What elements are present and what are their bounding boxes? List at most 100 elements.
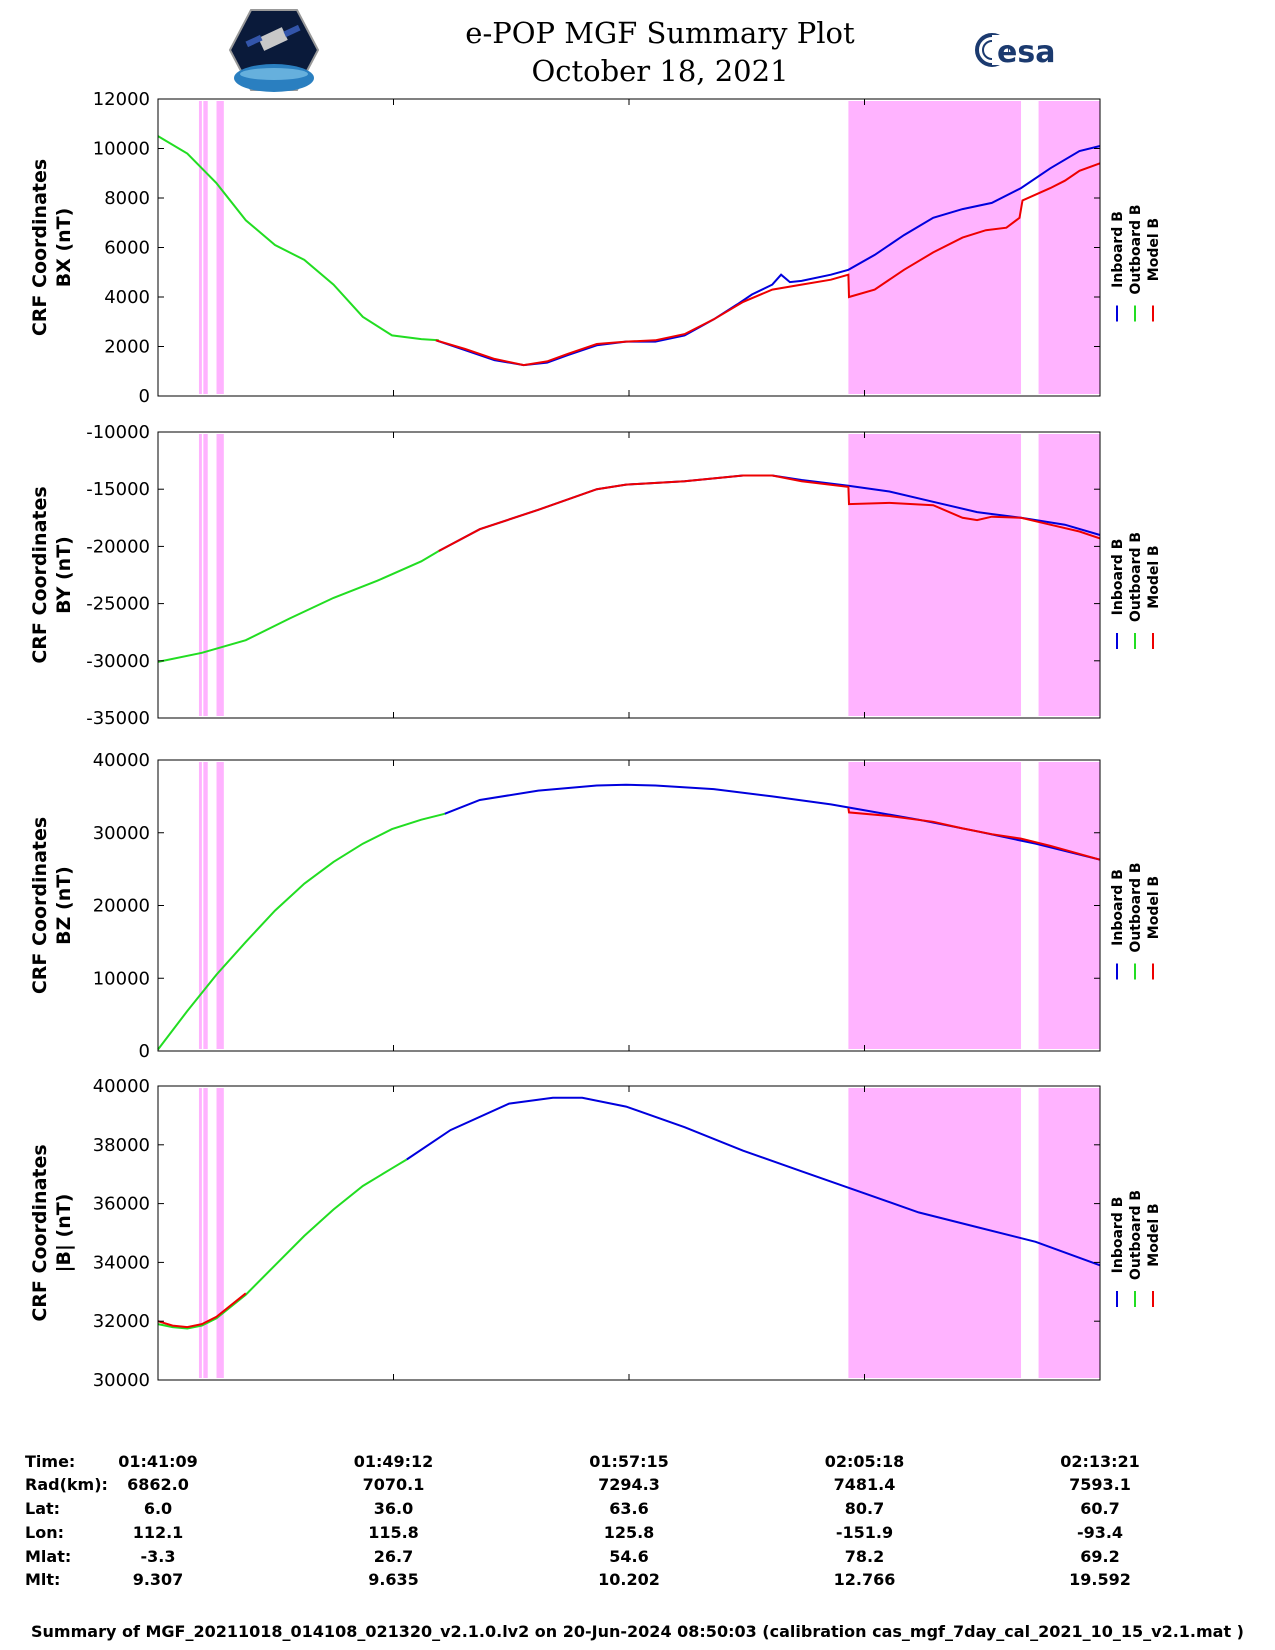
orbit-cell-lon: 125.8 — [603, 1523, 655, 1542]
orbit-row-label: Mlat: — [25, 1547, 72, 1566]
y-tick-label: 30000 — [93, 823, 150, 844]
shaded-interval — [198, 1088, 202, 1378]
y-axis-label: CRF Coordinates BY (nT) — [29, 486, 75, 663]
legend-entry: Outboard B — [1128, 1190, 1144, 1280]
orbit-cell-time: 02:05:18 — [824, 1452, 905, 1471]
orbit-cell-mlat: -3.3 — [140, 1547, 176, 1566]
series-line-model-b — [438, 474, 1101, 552]
orbit-cell-mlat: 78.2 — [844, 1547, 885, 1566]
orbit-cell-lat: 80.7 — [844, 1499, 885, 1518]
legend-entry: Model B — [1146, 1203, 1162, 1266]
y-tick-label: 40000 — [93, 750, 150, 771]
shaded-interval — [198, 101, 202, 394]
y-tick-label: -10000 — [86, 422, 150, 443]
orbit-info-table: Time: Rad(km): Lat: Lon: Mlat: Mlt: 01:41:09 68… — [0, 1452, 1275, 1612]
orbit-cell-lon: 115.8 — [368, 1523, 419, 1542]
panel-3: 0 10000 20000 30000 40000 CRF Coordinates BZ (… — [29, 750, 1162, 1062]
plots-area: 0 2000 4000 6000 8000 10000 12000 CRF Coordinat… — [29, 89, 1162, 1391]
footer-caption: Summary of MGF_20211018_014108_021320_v2… — [31, 1622, 1244, 1641]
y-tick-label: 36000 — [93, 1194, 150, 1215]
orbit-cell-lon: -151.9 — [835, 1523, 894, 1542]
chart-title-block: e-POP MGF Summary Plot October 18, 2021 — [400, 14, 920, 90]
shaded-interval — [203, 101, 208, 394]
orbit-cell-rad: 7481.4 — [833, 1475, 896, 1494]
legend-entry: Outboard B — [1128, 532, 1144, 622]
panel-1: 0 2000 4000 6000 8000 10000 12000 CRF Coordinat… — [29, 89, 1162, 407]
panel-4: 30000 32000 34000 36000 38000 40000 CRF Coordi… — [29, 1076, 1162, 1391]
series-line-model-b — [847, 807, 1101, 861]
orbit-cell-rad: 7294.3 — [598, 1475, 660, 1494]
y-tick-label: 2000 — [104, 337, 150, 358]
shaded-interval — [198, 434, 202, 716]
chart-title: e-POP MGF Summary Plot — [465, 16, 855, 50]
legend-entry: Model B — [1146, 218, 1162, 281]
y-axis-label: CRF Coordinates BZ (nT) — [29, 817, 75, 994]
orbit-cell-mlat: 69.2 — [1080, 1547, 1120, 1566]
shaded-interval — [216, 762, 224, 1049]
orbit-row-label: Lon: — [25, 1523, 64, 1542]
shaded-interval — [1038, 1088, 1100, 1378]
series-line-outboard-b — [157, 812, 445, 1051]
shaded-interval — [203, 762, 208, 1049]
chart-date: October 18, 2021 — [531, 54, 789, 88]
orbit-cell-mlt: 19.592 — [1069, 1570, 1131, 1589]
y-axis-label: CRF Coordinates |B| (nT) — [29, 1144, 75, 1321]
orbit-row-label: Lat: — [25, 1499, 61, 1518]
y-tick-label: -35000 — [86, 708, 150, 729]
shaded-interval — [1038, 101, 1100, 394]
orbit-row-label: Time: — [25, 1452, 76, 1471]
orbit-cell-lon: 112.1 — [132, 1523, 184, 1542]
y-tick-label: -25000 — [86, 594, 150, 615]
y-tick-label: 38000 — [93, 1135, 150, 1156]
y-tick-label: 0 — [139, 386, 150, 407]
y-tick-label: 8000 — [104, 188, 150, 209]
shaded-interval — [198, 762, 202, 1049]
cassiope-satellite-logo — [228, 8, 320, 96]
orbit-cell-lat: 36.0 — [373, 1499, 414, 1518]
legend-entry: Outboard B — [1128, 204, 1144, 294]
shaded-interval — [216, 1088, 224, 1378]
orbit-cell-time: 01:41:09 — [118, 1452, 198, 1471]
shaded-interval — [848, 101, 1022, 394]
y-tick-label: 20000 — [93, 896, 150, 917]
orbit-cell-mlt: 9.307 — [132, 1570, 184, 1589]
orbit-cell-mlat: 54.6 — [609, 1547, 649, 1566]
series-line-outboard-b — [157, 135, 439, 342]
series-line-model-b — [157, 1292, 247, 1329]
shaded-interval — [1038, 762, 1100, 1049]
shaded-interval — [1038, 434, 1100, 716]
esa-logo: esa — [975, 30, 1065, 74]
orbit-cell-time: 02:13:21 — [1060, 1452, 1140, 1471]
shaded-interval — [848, 1088, 1022, 1378]
orbit-cell-lon: -93.4 — [1076, 1523, 1124, 1542]
orbit-cell-time: 01:49:12 — [353, 1452, 434, 1471]
y-tick-label: -20000 — [86, 536, 150, 557]
series-line-inboard-b — [435, 145, 1101, 367]
orbit-cell-mlat: 26.7 — [373, 1547, 414, 1566]
shaded-interval — [216, 434, 224, 716]
orbit-cell-time: 01:57:15 — [589, 1452, 669, 1471]
series-line-model-b — [435, 162, 1101, 367]
orbit-row-label: Mlt: — [25, 1570, 61, 1589]
esa-logo-text: esa — [997, 35, 1055, 70]
y-tick-label: 40000 — [93, 1076, 150, 1097]
orbit-cell-mlt: 9.635 — [368, 1570, 419, 1589]
legend-entry: Inboard B — [1110, 211, 1126, 288]
shaded-interval — [203, 434, 208, 716]
y-tick-label: 10000 — [93, 968, 150, 989]
shaded-interval — [203, 1088, 208, 1378]
y-tick-label: 30000 — [93, 1370, 150, 1391]
y-tick-label: 0 — [139, 1041, 150, 1062]
legend-entry: Outboard B — [1128, 862, 1144, 952]
legend-entry: Inboard B — [1110, 1197, 1126, 1274]
orbit-cell-mlt: 12.766 — [833, 1570, 896, 1589]
orbit-cell-rad: 6862.0 — [127, 1475, 189, 1494]
y-axis-label: CRF Coordinates BX (nT) — [29, 159, 75, 336]
legend-entry: Model B — [1146, 545, 1162, 608]
shaded-interval — [848, 762, 1022, 1049]
orbit-row-label: Rad(km): — [25, 1475, 108, 1494]
shaded-interval — [216, 101, 224, 394]
y-tick-label: -15000 — [86, 479, 150, 500]
orbit-cell-lat: 63.6 — [609, 1499, 649, 1518]
y-tick-label: 34000 — [93, 1252, 150, 1273]
